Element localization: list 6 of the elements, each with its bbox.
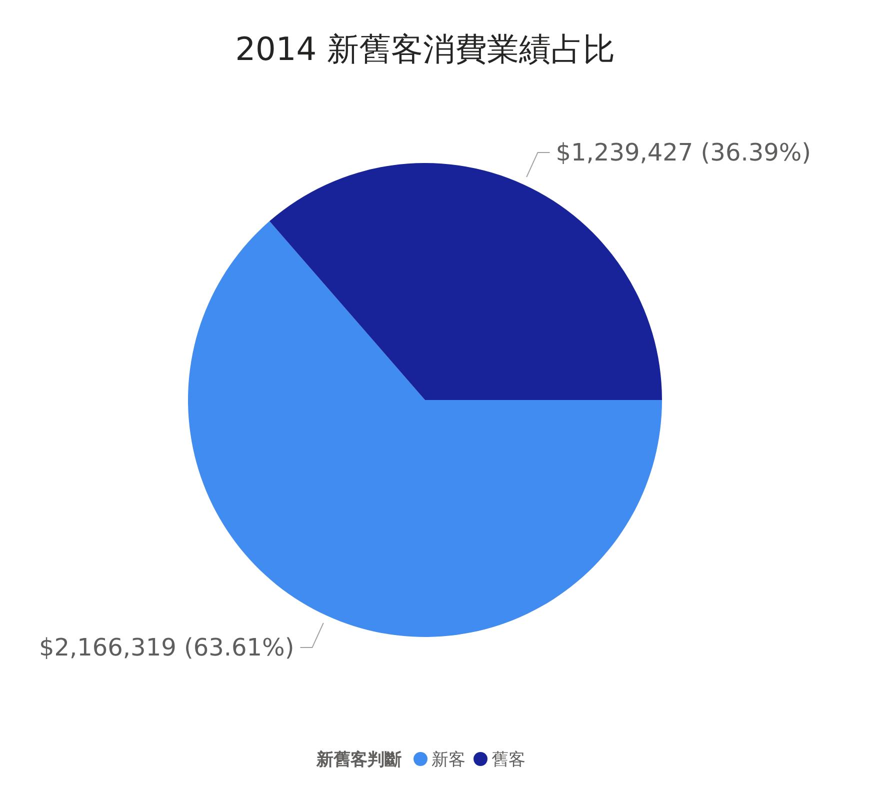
legend-label: 新客 bbox=[432, 750, 466, 770]
legend-title: 新舊客判斷 bbox=[316, 750, 402, 770]
data-label: $1,239,427 (36.39%) bbox=[556, 138, 812, 166]
chart-title: 2014 新舊客消費業績占比 bbox=[235, 30, 615, 68]
legend-label: 舊客 bbox=[492, 750, 526, 770]
data-label: $2,166,319 (63.61%) bbox=[38, 634, 294, 662]
